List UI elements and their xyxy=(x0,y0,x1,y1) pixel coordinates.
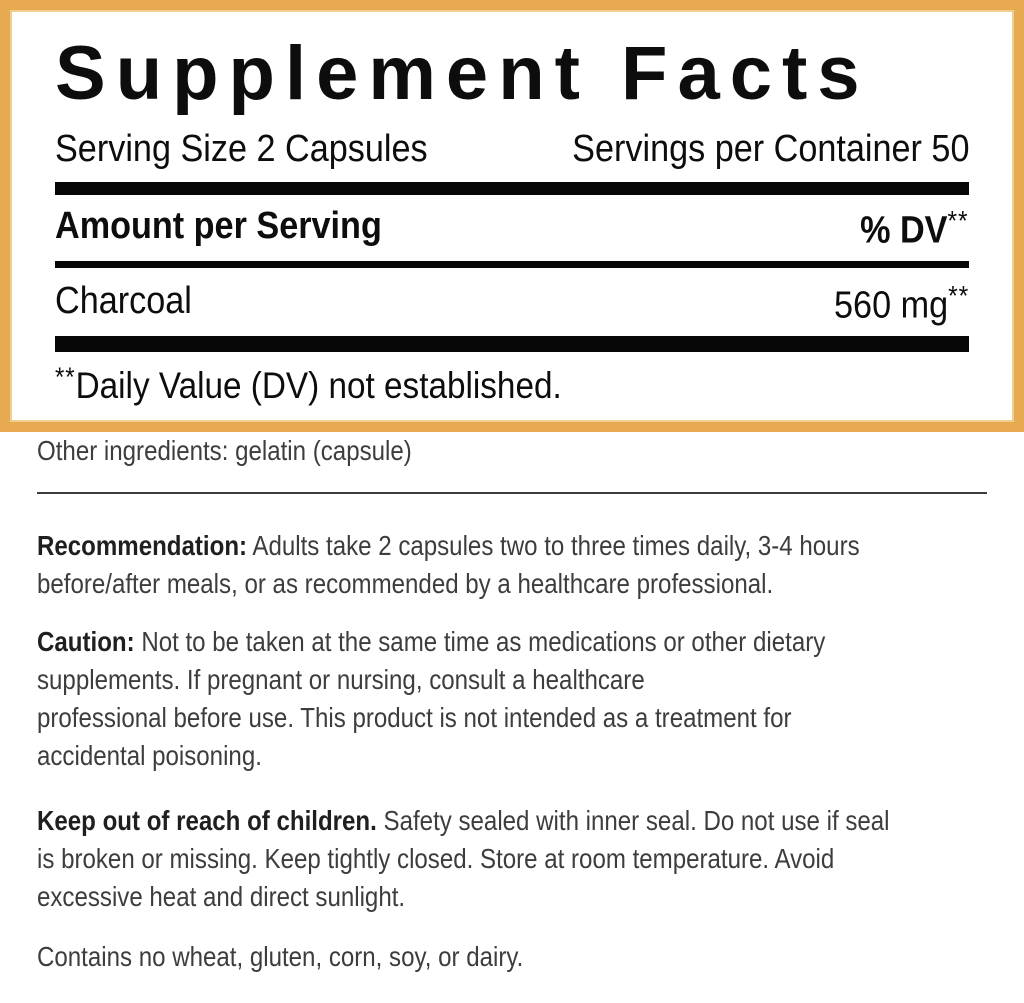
supplement-facts-panel: Supplement Facts Serving Size 2 Capsules… xyxy=(0,0,1024,432)
other-ingredients: Other ingredients: gelatin (capsule) xyxy=(37,435,412,466)
contains-statement: Contains no wheat, gluten, corn, soy, or… xyxy=(37,941,524,972)
amount-asterisks: ** xyxy=(947,279,969,311)
dv-footnote: **Daily Value (DV) not established. xyxy=(55,361,562,406)
nutrient-row: Charcoal 560 mg** xyxy=(55,280,969,328)
serving-row: Serving Size 2 Capsules Servings per Con… xyxy=(55,128,969,172)
dv-asterisks: ** xyxy=(947,204,969,236)
nutrient-amount: 560 mg** xyxy=(833,279,969,326)
section-divider xyxy=(37,492,987,494)
panel-title: Supplement Facts xyxy=(55,31,870,116)
footnote-asterisks: ** xyxy=(55,361,76,392)
thick-divider-bottom xyxy=(55,335,969,352)
keep-out-of-reach-label: Keep out of reach of children. xyxy=(37,805,377,836)
caution-label: Caution: xyxy=(37,626,135,657)
servings-per-container: Servings per Container 50 xyxy=(571,128,969,170)
caution-paragraph: Caution: Not to be taken at the same tim… xyxy=(37,626,826,771)
recommendation-paragraph: Recommendation: Adults take 2 capsules t… xyxy=(37,530,860,599)
nutrient-name: Charcoal xyxy=(55,279,192,322)
amount-per-serving-header: Amount per Serving xyxy=(55,204,382,247)
thick-divider-top xyxy=(55,181,969,195)
amount-header-row: Amount per Serving % DV** xyxy=(55,205,969,253)
percent-dv-header: % DV** xyxy=(860,204,969,251)
medium-divider xyxy=(55,260,969,268)
label-text-section: Other ingredients: gelatin (capsule) Rec… xyxy=(0,432,1024,976)
keep-out-of-reach-paragraph: Keep out of reach of children. Safety se… xyxy=(37,805,890,912)
recommendation-label: Recommendation: xyxy=(37,530,248,561)
serving-size: Serving Size 2 Capsules xyxy=(55,128,428,170)
